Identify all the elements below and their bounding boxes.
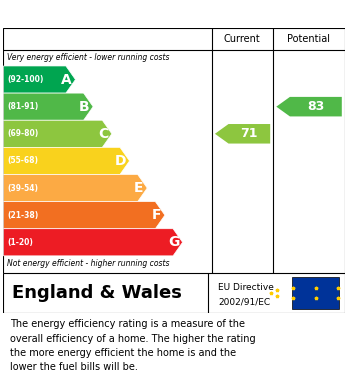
Text: G: G [168, 235, 180, 249]
Polygon shape [3, 202, 165, 229]
Text: E: E [134, 181, 143, 195]
Bar [292, 276, 339, 309]
Text: 83: 83 [307, 100, 324, 113]
Text: Very energy efficient - lower running costs: Very energy efficient - lower running co… [7, 53, 169, 62]
Text: 71: 71 [240, 127, 258, 140]
Text: The energy efficiency rating is a measure of the
overall efficiency of a home. T: The energy efficiency rating is a measur… [10, 319, 256, 373]
Text: Energy Efficiency Rating: Energy Efficiency Rating [9, 7, 211, 22]
Polygon shape [3, 93, 93, 120]
Text: Not energy efficient - higher running costs: Not energy efficient - higher running co… [7, 259, 169, 268]
Text: (21-38): (21-38) [7, 211, 38, 220]
Text: B: B [79, 100, 89, 114]
Text: A: A [61, 73, 72, 86]
Polygon shape [276, 97, 342, 117]
Text: (39-54): (39-54) [7, 183, 38, 192]
Text: (55-68): (55-68) [7, 156, 38, 165]
Text: Potential: Potential [287, 34, 330, 44]
Text: (1-20): (1-20) [7, 238, 33, 247]
Text: Current: Current [224, 34, 261, 44]
Text: C: C [98, 127, 108, 141]
Text: EU Directive: EU Directive [218, 283, 274, 292]
Polygon shape [3, 174, 147, 202]
Text: 2002/91/EC: 2002/91/EC [218, 297, 270, 306]
Polygon shape [3, 66, 76, 93]
Text: England & Wales: England & Wales [12, 284, 182, 302]
Polygon shape [3, 147, 129, 174]
Text: F: F [151, 208, 161, 222]
Polygon shape [3, 120, 112, 147]
Text: (69-80): (69-80) [7, 129, 38, 138]
Polygon shape [3, 229, 183, 256]
Text: (81-91): (81-91) [7, 102, 38, 111]
Text: (92-100): (92-100) [7, 75, 43, 84]
Text: D: D [115, 154, 126, 168]
Polygon shape [215, 124, 270, 143]
